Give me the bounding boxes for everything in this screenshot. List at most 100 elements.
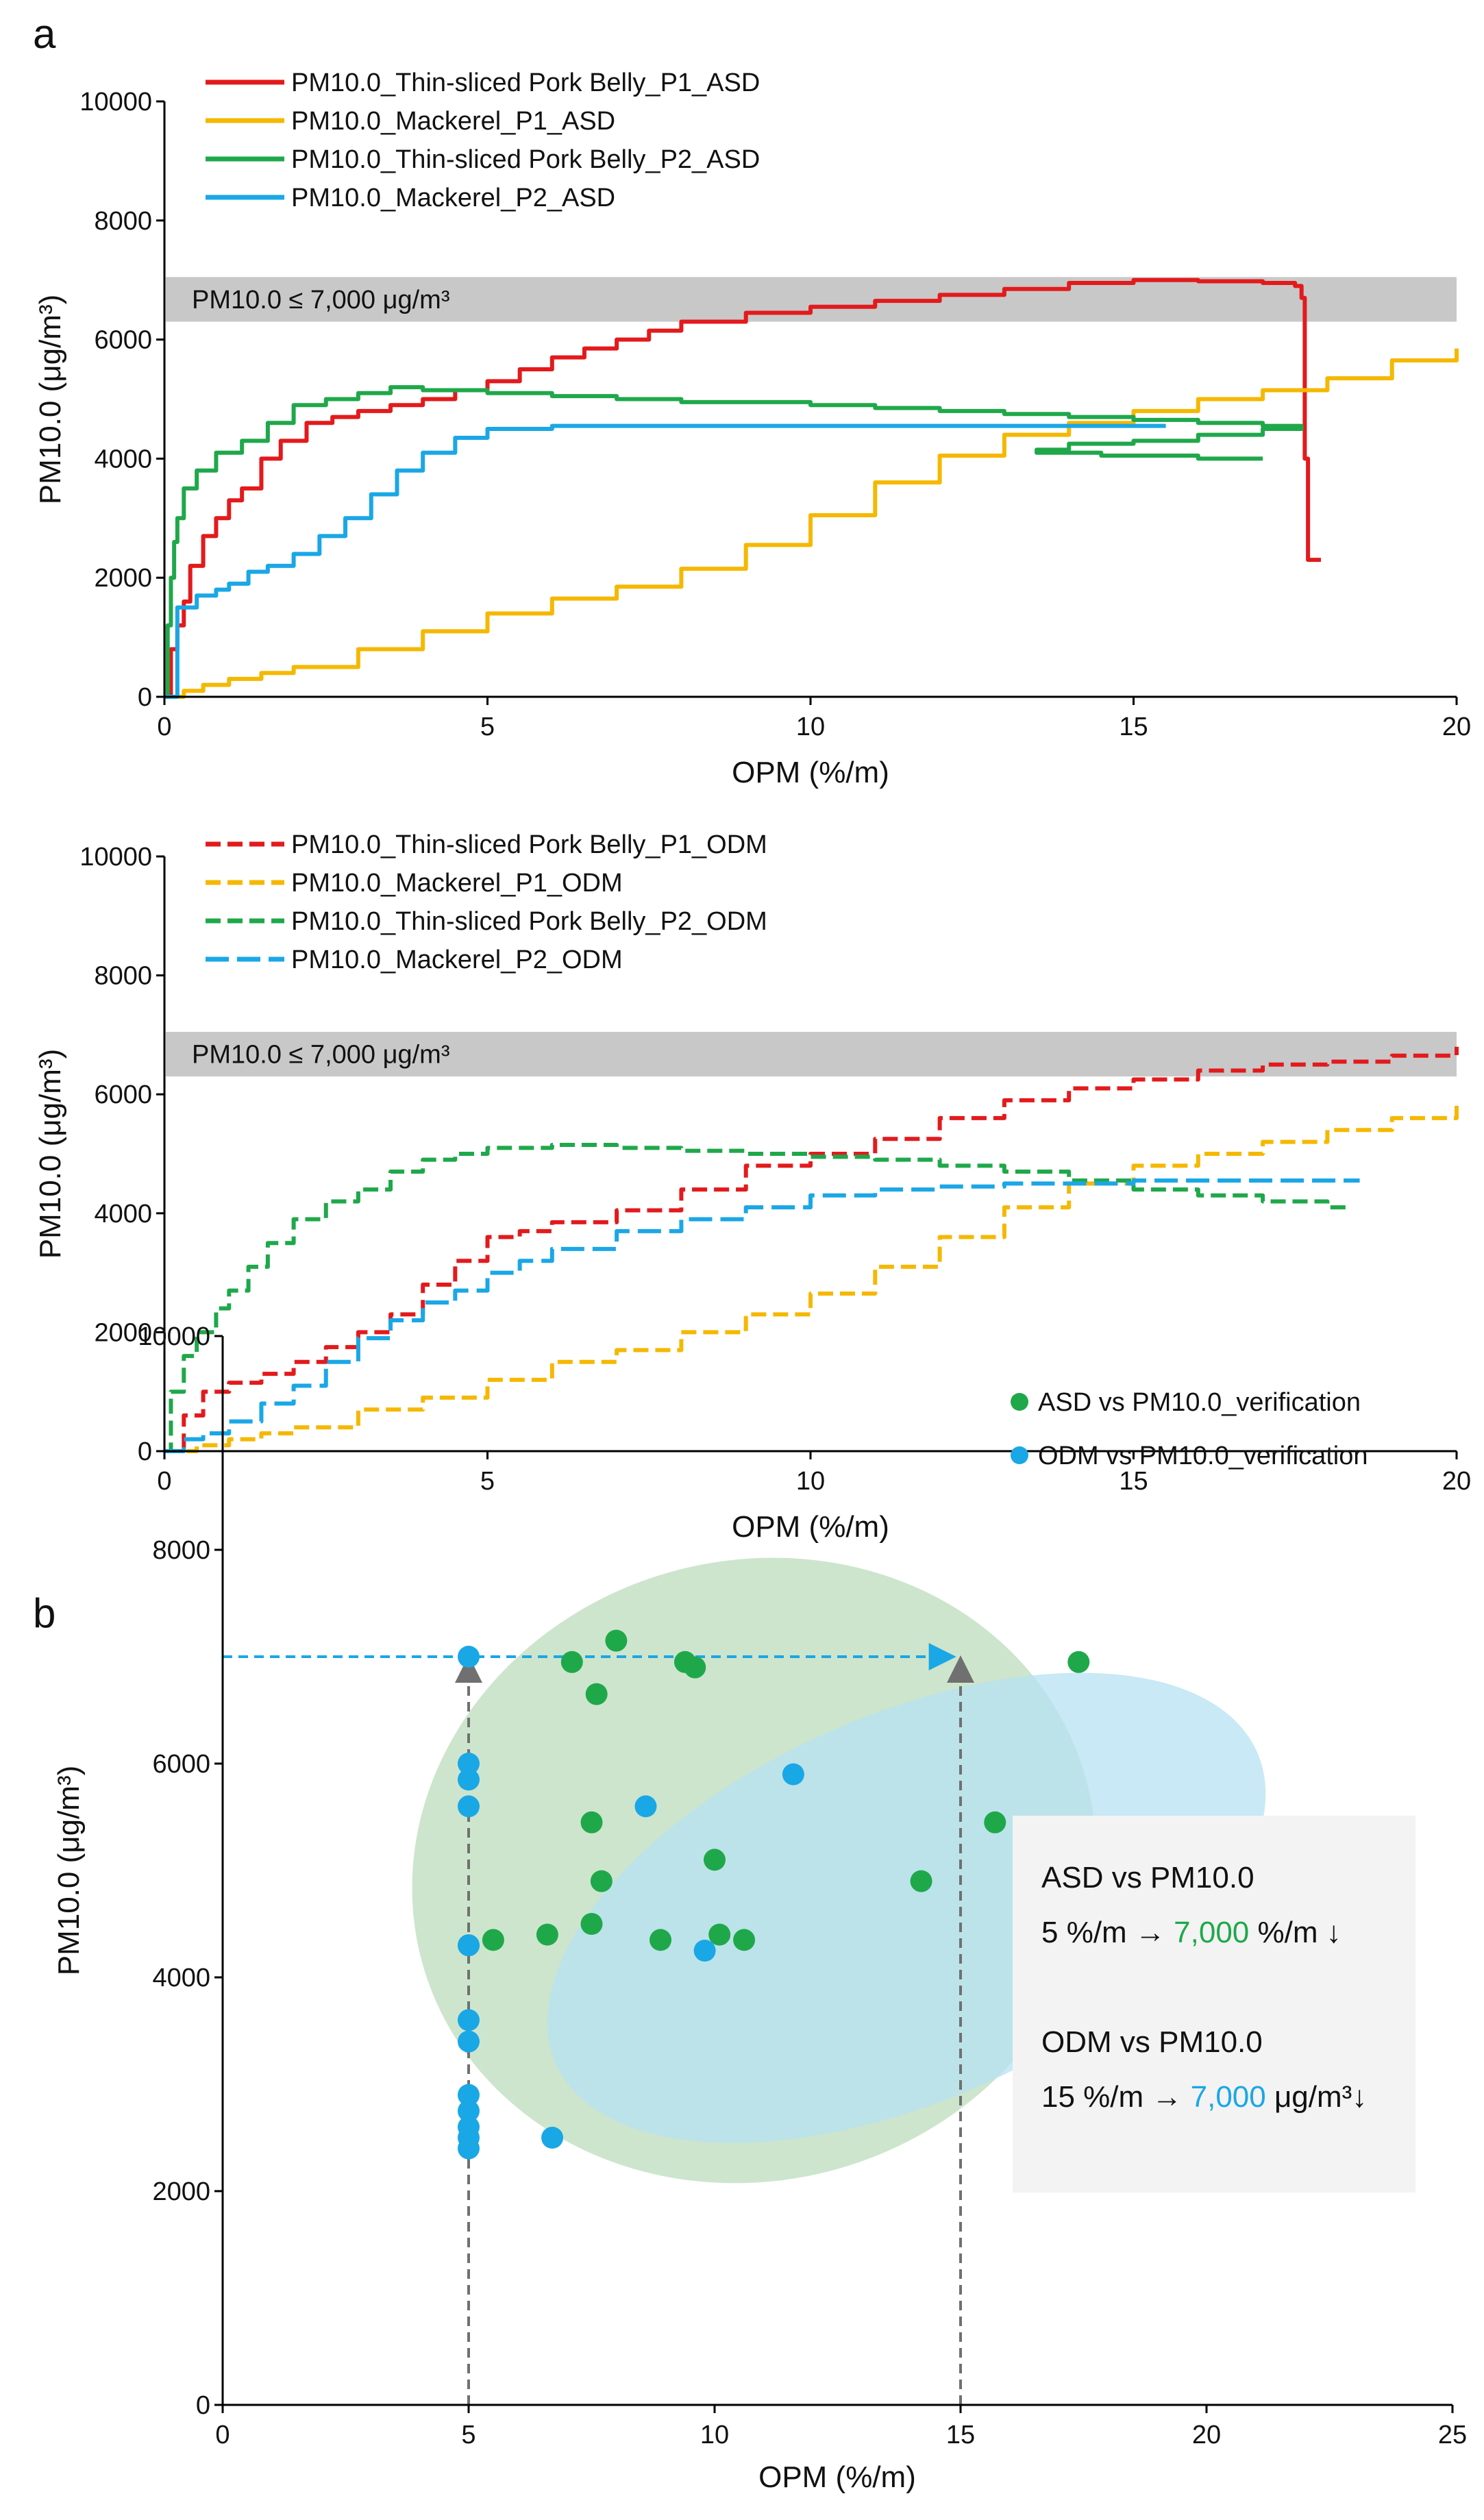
scatter-point-green bbox=[684, 1656, 706, 1679]
scatter-point-blue bbox=[782, 1763, 804, 1786]
scatter-point-green bbox=[590, 1870, 613, 1892]
scatter-point-blue bbox=[458, 1934, 480, 1957]
y-tick-label: 8000 bbox=[94, 962, 152, 991]
y-tick-label: 6000 bbox=[152, 1750, 210, 1779]
y-axis-label: PM10.0 (μg/m³) bbox=[52, 1766, 86, 1976]
legend-label: PM10.0_Thin-sliced Pork Belly_P2_ODM bbox=[291, 907, 767, 936]
annotation-odm-title: ODM vs PM10.0 bbox=[1041, 2025, 1263, 2059]
legend-label: PM10.0_Thin-sliced Pork Belly_P1_ODM bbox=[291, 830, 767, 859]
y-tick-label: 6000 bbox=[94, 326, 152, 355]
x-tick-label: 20 bbox=[1192, 2421, 1221, 2449]
scatter-point-blue bbox=[458, 2084, 480, 2106]
annotation-box: ASD vs PM10.0 5 %/m → 7,000 %/m ↓ ODM vs… bbox=[1013, 1816, 1415, 2192]
legend: ASD vs PM10.0_verification ODM vs PM10.0_… bbox=[1011, 1388, 1368, 1470]
x-axis-label: OPM (%/m) bbox=[732, 1510, 889, 1544]
y-tick-label: 8000 bbox=[94, 207, 152, 236]
series-line-yellow bbox=[164, 348, 1459, 699]
legend-marker bbox=[1011, 1393, 1028, 1411]
series-line-green bbox=[164, 1142, 1349, 1453]
scatter-point-green bbox=[1067, 1651, 1090, 1673]
annotation-asd-title: ASD vs PM10.0 bbox=[1041, 1861, 1254, 1894]
x-tick-label: 5 bbox=[480, 1467, 495, 1496]
scatter-point-blue bbox=[458, 2030, 480, 2053]
series-line-green bbox=[164, 385, 1304, 699]
x-tick-label: 20 bbox=[1442, 713, 1471, 741]
x-tick-label: 15 bbox=[946, 2421, 975, 2449]
legend-label: PM10.0_Mackerel_P2_ASD bbox=[291, 184, 615, 212]
annotation-asd-line: 5 %/m → 7,000 %/m ↓ bbox=[1041, 1916, 1341, 1949]
scatter-point-green bbox=[733, 1929, 756, 1951]
x-tick-label: 0 bbox=[157, 713, 171, 741]
legend-label: PM10.0_Mackerel_P1_ASD bbox=[291, 107, 615, 136]
series-line-blue bbox=[164, 1178, 1360, 1453]
scatter-point-green bbox=[560, 1651, 583, 1673]
y-tick-label: 0 bbox=[138, 683, 152, 712]
y-tick-label: 10000 bbox=[79, 843, 152, 872]
y-tick-label: 4000 bbox=[94, 445, 152, 473]
x-tick-label: 10 bbox=[700, 2421, 729, 2449]
legend: PM10.0_Thin-sliced Pork Belly_P1_ODM PM10… bbox=[206, 830, 767, 974]
chart-a-top: PM10.0 ≤ 7,000 μg/m³ 0 2000 4000 6000 8000 10… bbox=[34, 69, 1471, 789]
legend: PM10.0_Thin-sliced Pork Belly_P1_ASD PM10… bbox=[206, 69, 760, 212]
y-tick-label: 2000 bbox=[94, 564, 152, 593]
annotation-asd-value: 7,000 bbox=[1174, 1916, 1249, 1949]
y-tick-label: 0 bbox=[196, 2391, 210, 2420]
x-tick-label: 20 bbox=[1442, 1467, 1471, 1496]
legend-marker bbox=[1011, 1446, 1028, 1464]
panel-label-b: b bbox=[33, 1590, 55, 1636]
chart-b: 0 2000 4000 6000 8000 10000 0 5 10 15 20 25 OPM (%… bbox=[52, 1322, 1467, 2494]
series-line-red bbox=[164, 277, 1321, 699]
y-tick-label: 2000 bbox=[152, 2177, 210, 2206]
y-tick-label: 4000 bbox=[94, 1200, 152, 1228]
scatter-point-green bbox=[910, 1870, 932, 1892]
y-axis-label: PM10.0 (μg/m³) bbox=[34, 1049, 67, 1259]
legend-label: ODM vs PM10.0_verification bbox=[1038, 1442, 1368, 1470]
scatter-point-green bbox=[536, 1923, 558, 1946]
legend-label: PM10.0_Thin-sliced Pork Belly_P2_ASD bbox=[291, 145, 760, 174]
scatter-point-blue bbox=[693, 1940, 716, 1962]
legend-label: ASD vs PM10.0_verification bbox=[1038, 1388, 1361, 1417]
legend-label: PM10.0_Thin-sliced Pork Belly_P1_ASD bbox=[291, 69, 760, 97]
scatter-point-green bbox=[984, 1811, 1006, 1833]
x-tick-label: 10 bbox=[796, 713, 825, 741]
scatter-point-blue bbox=[634, 1795, 657, 1818]
x-tick-label: 10 bbox=[796, 1467, 825, 1496]
scatter-point-green bbox=[580, 1913, 603, 1935]
y-tick-label: 0 bbox=[138, 1437, 152, 1466]
scatter-point-blue bbox=[458, 1753, 480, 1775]
scatter-point-blue bbox=[458, 1646, 480, 1668]
series-line-blue bbox=[164, 423, 1166, 699]
legend-label: PM10.0_Mackerel_P1_ODM bbox=[291, 869, 623, 898]
panel-label-a: a bbox=[33, 11, 56, 57]
scatter-point-blue bbox=[458, 1795, 480, 1818]
threshold-band-label: PM10.0 ≤ 7,000 μg/m³ bbox=[192, 1041, 449, 1070]
scatter-point-green bbox=[708, 1923, 731, 1946]
scatter-point-green bbox=[585, 1683, 608, 1705]
x-tick-label: 25 bbox=[1438, 2421, 1467, 2449]
y-tick-label: 10000 bbox=[138, 1322, 210, 1351]
x-tick-label: 15 bbox=[1119, 713, 1148, 741]
x-tick-label: 15 bbox=[1119, 1467, 1148, 1496]
scatter-point-blue bbox=[458, 1768, 480, 1791]
scatter-point-blue bbox=[458, 2137, 480, 2160]
y-tick-label: 2000 bbox=[94, 1318, 152, 1347]
series-line-red bbox=[164, 1046, 1459, 1453]
x-tick-label: 0 bbox=[215, 2421, 230, 2449]
y-tick-label: 8000 bbox=[152, 1536, 210, 1565]
scatter-point-blue bbox=[541, 2127, 564, 2149]
annotation-odm-value: 7,000 bbox=[1191, 2080, 1266, 2114]
scatter-point-green bbox=[650, 1929, 672, 1951]
x-axis-label: OPM (%/m) bbox=[732, 756, 889, 789]
y-tick-label: 6000 bbox=[94, 1080, 152, 1109]
chart-a-bottom: PM10.0 ≤ 7,000 μg/m³ 0 2000 4000 6000 8000 10… bbox=[34, 830, 1471, 1544]
x-tick-label: 0 bbox=[157, 1467, 171, 1496]
annotation-background bbox=[1013, 1816, 1415, 2192]
x-tick-label: 5 bbox=[461, 2421, 475, 2449]
annotation-odm-line: 15 %/m → 7,000 μg/m³↓ bbox=[1041, 2080, 1367, 2114]
x-axis-label: OPM (%/m) bbox=[758, 2460, 916, 2494]
y-tick-label: 4000 bbox=[152, 1964, 210, 1992]
threshold-band-label: PM10.0 ≤ 7,000 μg/m³ bbox=[192, 286, 449, 314]
y-tick-label: 10000 bbox=[79, 88, 152, 116]
scatter-point-blue bbox=[458, 2009, 480, 2031]
